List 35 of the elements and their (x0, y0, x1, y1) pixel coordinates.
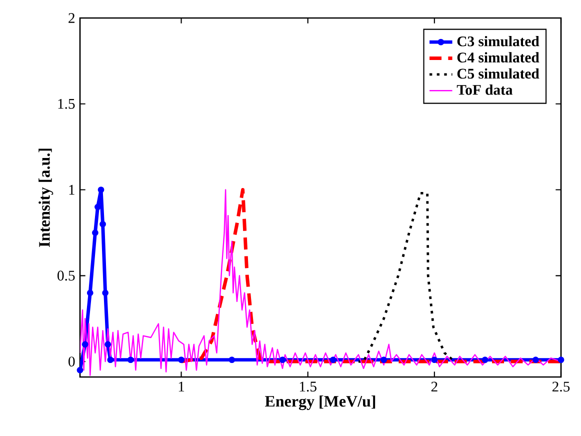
point (100, 220, 106, 228)
point (92, 230, 98, 236)
x-tick-label: 2.5 (552, 382, 570, 392)
point (330, 356, 336, 364)
x-axis-title: Energy [MeV/u] (265, 395, 376, 410)
legend-label: ToF data (456, 84, 513, 95)
point (178, 356, 184, 364)
point (279, 356, 286, 364)
point (482, 356, 488, 364)
point (86, 290, 94, 296)
x-tick-label: 2 (431, 382, 438, 392)
point (98, 186, 104, 193)
y-tick-label: 1.5 (58, 98, 75, 109)
legend-label: C3 simulated (457, 36, 540, 46)
point (102, 290, 109, 296)
point (94, 204, 101, 210)
y-tick-label: 2 (68, 13, 74, 23)
point (228, 356, 236, 364)
point (104, 341, 112, 348)
point (380, 356, 387, 364)
y-tick-label: 0 (68, 356, 75, 366)
point (127, 356, 134, 364)
point (107, 356, 114, 364)
x-tick-label: 1.5 (300, 382, 316, 392)
y-tick-label: 1 (69, 184, 74, 195)
x-tick-label: 1 (178, 382, 184, 392)
point (431, 356, 438, 364)
y-tick-label: 0.5 (58, 270, 75, 281)
point (558, 356, 564, 364)
point (82, 341, 88, 348)
point (76, 366, 84, 374)
point (532, 356, 539, 364)
legend-label: C5 simulated (457, 68, 540, 79)
y-axis-title: Intensity [a.u.] (38, 148, 54, 247)
legend-label: C4 simulated (457, 52, 540, 63)
